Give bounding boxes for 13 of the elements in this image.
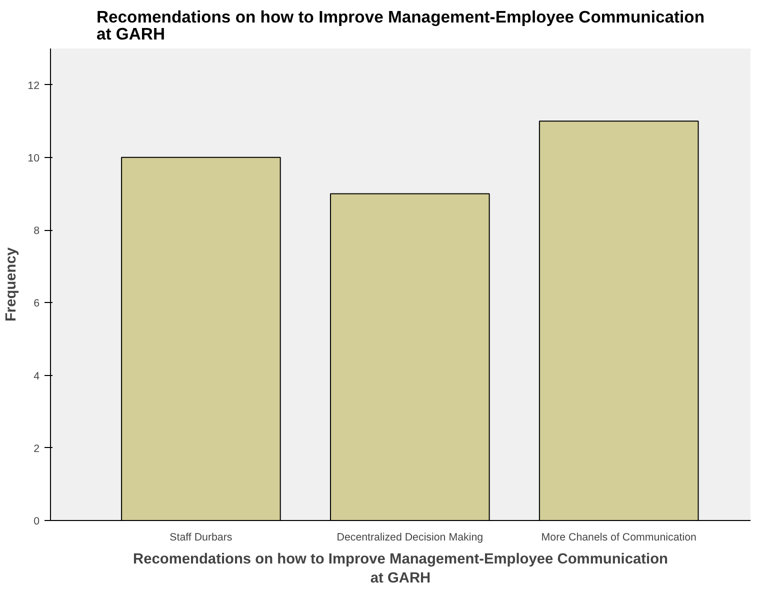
x-axis-title: Recomendations on how to Improve Management-Employee Communication at GARH <box>132 552 668 587</box>
y-axis-title: Frequency <box>4 246 20 322</box>
y-tick-label: 8 <box>34 225 40 238</box>
x-tick-label: More Chanels of Communication <box>541 532 697 544</box>
y-tick-label: 4 <box>34 370 40 382</box>
x-tick-label: Staff Durbars <box>170 532 232 544</box>
y-tick-label: 2 <box>34 442 40 455</box>
y-tick-label: 0 <box>34 516 40 528</box>
y-tick-label: 6 <box>34 298 40 310</box>
x-tick-label: Decentralized Decision Making <box>336 532 484 544</box>
chart-title: Recomendations on how to Improve Management-Employee Communication at GARH <box>96 7 705 44</box>
y-tick-label: 10 <box>28 152 40 164</box>
y-tick-label: 12 <box>28 80 40 92</box>
